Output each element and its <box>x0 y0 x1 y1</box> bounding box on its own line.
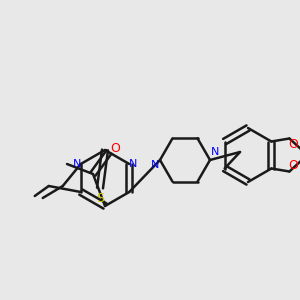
Text: N: N <box>72 159 81 169</box>
Text: N: N <box>211 147 219 157</box>
Text: O: O <box>110 142 120 154</box>
Text: O: O <box>288 159 298 172</box>
Text: N: N <box>129 159 138 169</box>
Text: O: O <box>288 138 298 151</box>
Text: S: S <box>96 191 104 205</box>
Text: N: N <box>151 160 159 170</box>
